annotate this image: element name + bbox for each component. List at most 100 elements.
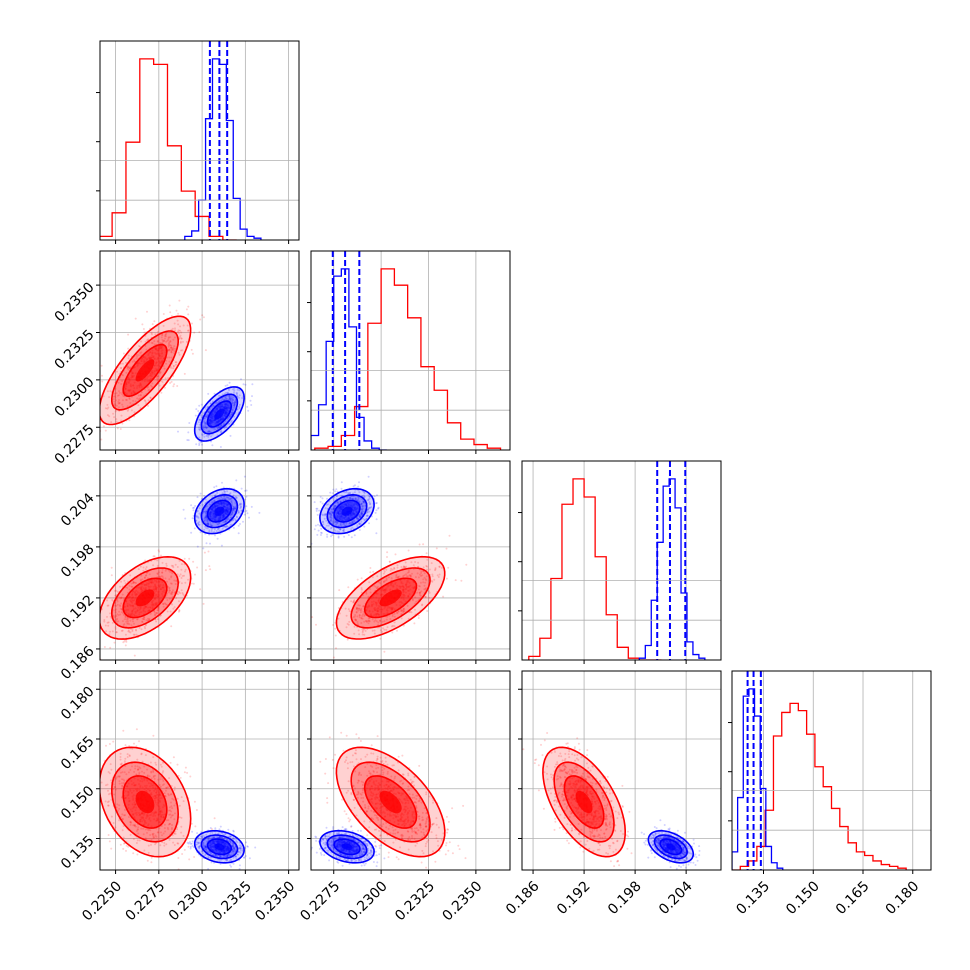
sample-point bbox=[153, 343, 156, 346]
sample-point bbox=[128, 398, 131, 400]
sample-point bbox=[190, 531, 193, 534]
sample-point bbox=[106, 403, 109, 406]
sample-point bbox=[132, 852, 135, 855]
sample-point bbox=[203, 420, 206, 423]
sample-point bbox=[147, 404, 150, 407]
sample-point bbox=[198, 507, 201, 510]
sample-point bbox=[146, 828, 149, 831]
sample-point bbox=[183, 574, 185, 577]
contour-line-0 bbox=[364, 577, 418, 619]
sample-point bbox=[229, 414, 232, 417]
sample-point bbox=[110, 421, 113, 424]
sample-point bbox=[115, 776, 118, 779]
sample-point bbox=[232, 507, 235, 510]
sample-point bbox=[217, 497, 220, 500]
sample-point bbox=[167, 342, 170, 345]
sample-point bbox=[120, 763, 123, 766]
sample-point bbox=[236, 388, 239, 391]
sample-point bbox=[211, 400, 214, 403]
sample-point bbox=[124, 814, 127, 817]
sample-point bbox=[146, 831, 148, 834]
sample-point bbox=[170, 805, 173, 808]
sample-point bbox=[402, 565, 405, 568]
sample-point bbox=[329, 515, 332, 518]
sample-point bbox=[369, 503, 371, 506]
sample-point bbox=[233, 401, 236, 404]
sample-point bbox=[208, 529, 211, 532]
density-level-1 bbox=[214, 506, 225, 516]
sample-point bbox=[184, 570, 186, 573]
sample-point bbox=[182, 508, 185, 511]
sample-point bbox=[168, 823, 171, 825]
sample-point bbox=[168, 356, 171, 359]
sample-point bbox=[393, 612, 396, 615]
sample-point bbox=[229, 421, 232, 424]
sample-point bbox=[231, 411, 234, 414]
sample-point bbox=[224, 520, 227, 523]
sample-point bbox=[316, 513, 319, 516]
sample-point bbox=[146, 577, 149, 580]
sample-point bbox=[103, 646, 106, 648]
sample-point bbox=[207, 523, 210, 526]
sample-point bbox=[236, 395, 239, 398]
sample-point bbox=[203, 435, 206, 438]
sample-point bbox=[107, 624, 110, 627]
sample-point bbox=[127, 629, 130, 632]
sample-point bbox=[170, 367, 173, 369]
sample-point bbox=[431, 575, 434, 578]
sample-point bbox=[152, 734, 155, 737]
sample-point bbox=[231, 513, 234, 516]
sample-point bbox=[322, 514, 325, 517]
sample-point bbox=[160, 336, 163, 339]
histogram-0 bbox=[314, 268, 502, 450]
sample-point bbox=[180, 349, 182, 352]
sample-point bbox=[169, 336, 172, 339]
sample-point bbox=[144, 568, 147, 571]
sample-point bbox=[332, 488, 335, 491]
sample-point bbox=[152, 832, 155, 835]
sample-point bbox=[362, 501, 365, 504]
sample-point bbox=[420, 572, 423, 574]
sample-point bbox=[335, 647, 337, 650]
sample-point bbox=[173, 322, 176, 325]
sample-point bbox=[207, 523, 210, 526]
sample-point bbox=[178, 608, 181, 611]
sample-point bbox=[382, 627, 384, 630]
sample-point bbox=[357, 489, 360, 492]
sample-point bbox=[220, 424, 222, 427]
sample-point bbox=[205, 427, 208, 430]
sample-point bbox=[348, 496, 351, 499]
sample-point bbox=[352, 600, 355, 603]
sample-point bbox=[218, 426, 221, 429]
sample-point bbox=[122, 394, 125, 397]
sample-point bbox=[87, 623, 89, 625]
sample-point bbox=[229, 398, 232, 401]
sample-point bbox=[135, 745, 138, 748]
sample-point bbox=[106, 621, 109, 624]
sample-point bbox=[196, 566, 199, 569]
density-level-0 bbox=[135, 359, 155, 382]
sample-point bbox=[180, 589, 183, 592]
sample-point bbox=[420, 590, 423, 593]
sample-point bbox=[205, 514, 208, 517]
sample-point bbox=[172, 347, 175, 350]
sample-point bbox=[122, 352, 125, 355]
sample-point bbox=[116, 617, 119, 620]
sample-point bbox=[364, 629, 367, 632]
sample-point bbox=[198, 423, 201, 426]
sample-point bbox=[205, 426, 208, 429]
sample-point bbox=[199, 418, 202, 421]
sample-point bbox=[107, 621, 110, 624]
sample-point bbox=[363, 501, 366, 504]
sample-point bbox=[360, 588, 363, 591]
sample-point bbox=[169, 592, 172, 595]
sample-point bbox=[153, 340, 156, 343]
sample-point bbox=[208, 410, 210, 412]
sample-point bbox=[362, 494, 365, 497]
sample-point bbox=[393, 625, 396, 628]
sample-point bbox=[204, 569, 207, 572]
sample-point bbox=[141, 620, 144, 623]
sample-point bbox=[145, 574, 148, 577]
sample-point bbox=[208, 430, 211, 433]
sample-point bbox=[417, 614, 420, 617]
